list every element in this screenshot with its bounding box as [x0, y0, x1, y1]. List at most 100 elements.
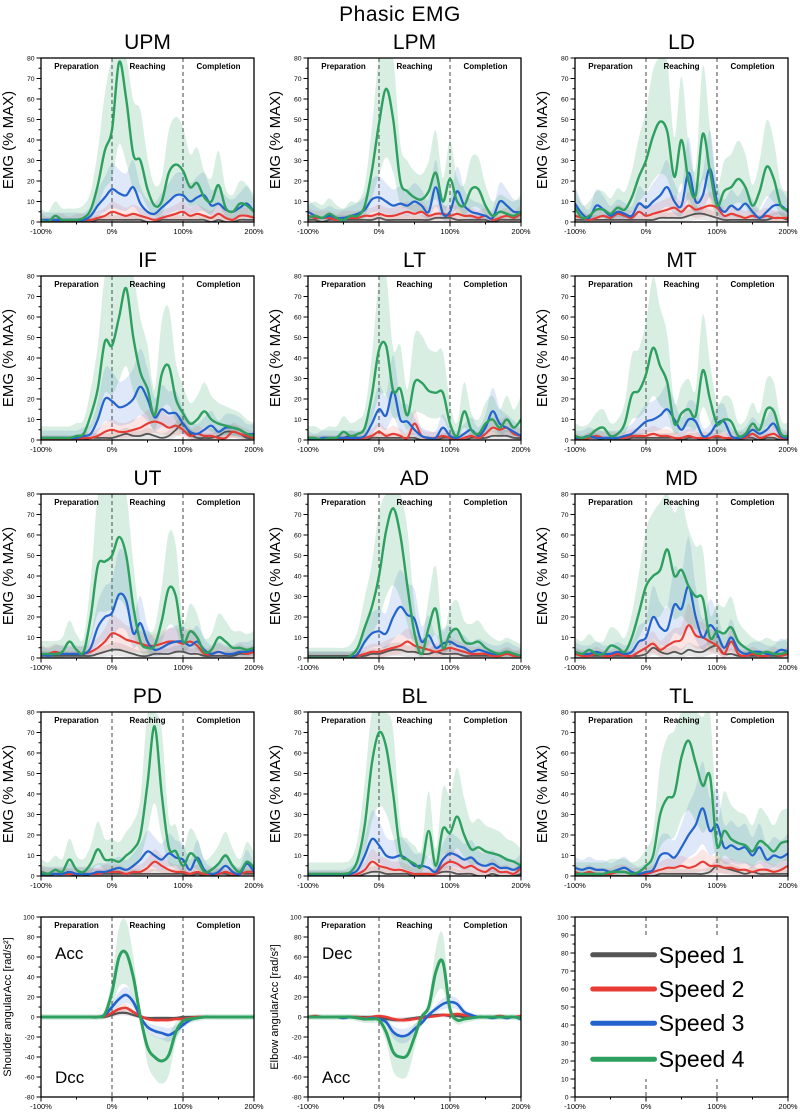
phase-label: Completion	[197, 921, 241, 930]
x-tick-label: 100%	[173, 881, 193, 890]
y-axis-label: EMG (% MAX)	[534, 309, 551, 407]
line-speed-3	[308, 605, 521, 658]
y-tick-label: 50	[294, 553, 302, 560]
phase-label: Preparation	[321, 716, 366, 725]
band-speed-3	[41, 348, 254, 440]
phase-label: Reaching	[396, 716, 432, 725]
panel-title: LD	[668, 31, 695, 54]
x-tick-label: 0%	[374, 881, 385, 890]
series-layer	[575, 58, 788, 222]
emg-panel-lpm-cell: Preparation Reaching Completion -100% 0% 100%…	[267, 29, 534, 247]
emg-panel-ld-cell: Preparation Reaching Completion -100% 0% 100%…	[534, 29, 800, 247]
x-tick-label: -100%	[564, 445, 586, 454]
x-tick-label: 0%	[374, 227, 385, 236]
x-tick-label: -100%	[564, 663, 586, 672]
x-tick-label: 200%	[778, 1102, 798, 1111]
emg-panel-ut: Preparation Reaching Completion -100% 0% 100%…	[0, 467, 264, 672]
band-speed-2	[41, 849, 254, 876]
band-speed-3	[575, 536, 788, 658]
emg-panel-mt: Preparation Reaching Completion -100% 0% 100%…	[534, 249, 798, 454]
line-speed-3	[575, 408, 788, 440]
emg-panel-bl: Preparation Reaching Completion -100% 0% 100%…	[267, 685, 531, 890]
y-tick-label: 60	[27, 314, 35, 321]
phase-label: Reaching	[129, 62, 165, 71]
line-speed-1	[575, 436, 788, 440]
band-speed-3	[41, 159, 254, 222]
upper-annotation: Acc	[55, 944, 84, 963]
line-speed-2	[308, 860, 521, 876]
band-speed-4	[308, 712, 521, 876]
y-tick-label: 70	[27, 730, 35, 737]
phase-label: Completion	[197, 498, 241, 507]
y-tick-label: -20	[25, 1034, 35, 1041]
phase-label: Completion	[731, 62, 775, 71]
phase-label: Reaching	[396, 498, 432, 507]
y-tick-label: 10	[294, 853, 302, 860]
y-tick-label: 30	[561, 1040, 569, 1047]
y-tick-label: 40	[561, 1022, 569, 1029]
y-axis-label: EMG (% MAX)	[267, 91, 284, 189]
y-tick-label: 0	[31, 1014, 35, 1021]
y-tick-label: 40	[294, 137, 302, 144]
y-tick-label: 30	[561, 158, 569, 165]
x-tick-label: 100%	[440, 227, 460, 236]
line-speed-2	[575, 860, 788, 876]
line-speed-4	[575, 346, 788, 440]
phase-label: Preparation	[321, 62, 366, 71]
acc-panel-elbow: Preparation Reaching Completion -100% 0% 100%…	[269, 914, 531, 1111]
phase-label: Reaching	[129, 716, 165, 725]
y-tick-label: 30	[561, 812, 569, 819]
y-tick-label: 0	[298, 655, 302, 662]
panel-title: TL	[669, 685, 694, 708]
y-tick-label: 20	[294, 994, 302, 1001]
x-tick-label: 0%	[107, 663, 118, 672]
panel-title: UPM	[124, 31, 171, 54]
y-tick-label: 10	[27, 417, 35, 424]
line-speed-3	[308, 837, 521, 876]
y-tick-label: 80	[561, 950, 569, 957]
phase-label: Completion	[464, 62, 508, 71]
x-tick-label: 200%	[778, 663, 798, 672]
band-speed-4	[308, 276, 521, 440]
y-tick-label: -60	[292, 1074, 302, 1081]
y-axis-label: Shoulder angularAcc [rad/s²]	[2, 937, 14, 1076]
line-speed-4	[41, 535, 254, 656]
y-tick-label: 60	[27, 96, 35, 103]
y-tick-label: 40	[561, 791, 569, 798]
legend-backdrop	[587, 935, 784, 1079]
x-tick-label: -100%	[30, 1102, 52, 1111]
emg-panel-upm: Preparation Reaching Completion -100% 0% 100%…	[0, 31, 264, 236]
y-tick-label: 10	[27, 853, 35, 860]
band-speed-3	[575, 384, 788, 440]
phase-label: Preparation	[321, 280, 366, 289]
x-tick-label: 100%	[173, 1102, 193, 1111]
y-tick-label: 40	[27, 573, 35, 580]
y-tick-label: 50	[561, 1004, 569, 1011]
legend-panel: Speed 1 Speed 2 Speed 3 Speed 4 -100% 0% 100% 2…	[557, 914, 798, 1111]
panel-title: MT	[666, 249, 696, 272]
y-tick-label: 20	[294, 396, 302, 403]
x-tick-label: 200%	[778, 445, 798, 454]
y-axis-label: EMG (% MAX)	[0, 527, 17, 625]
y-tick-label: 60	[294, 750, 302, 757]
y-tick-label: 40	[27, 791, 35, 798]
y-tick-label: 80	[294, 934, 302, 941]
x-tick-label: 200%	[511, 1102, 531, 1111]
x-tick-label: -100%	[297, 881, 319, 890]
band-speed-3	[41, 986, 254, 1042]
band-speed-2	[308, 849, 521, 876]
panel-title: AD	[400, 467, 429, 490]
x-tick-label: 0%	[641, 227, 652, 236]
y-tick-label: 70	[294, 512, 302, 519]
y-tick-label: 0	[298, 873, 302, 880]
y-tick-label: 20	[561, 178, 569, 185]
band-speed-2	[308, 410, 521, 440]
y-tick-label: 40	[27, 355, 35, 362]
x-tick-label: 200%	[511, 663, 531, 672]
line-speed-3	[575, 167, 788, 220]
line-speed-4	[575, 548, 788, 656]
line-speed-4	[308, 730, 521, 876]
x-tick-label: 0%	[641, 663, 652, 672]
y-tick-label: 80	[294, 55, 302, 62]
line-speed-4	[41, 949, 254, 1063]
